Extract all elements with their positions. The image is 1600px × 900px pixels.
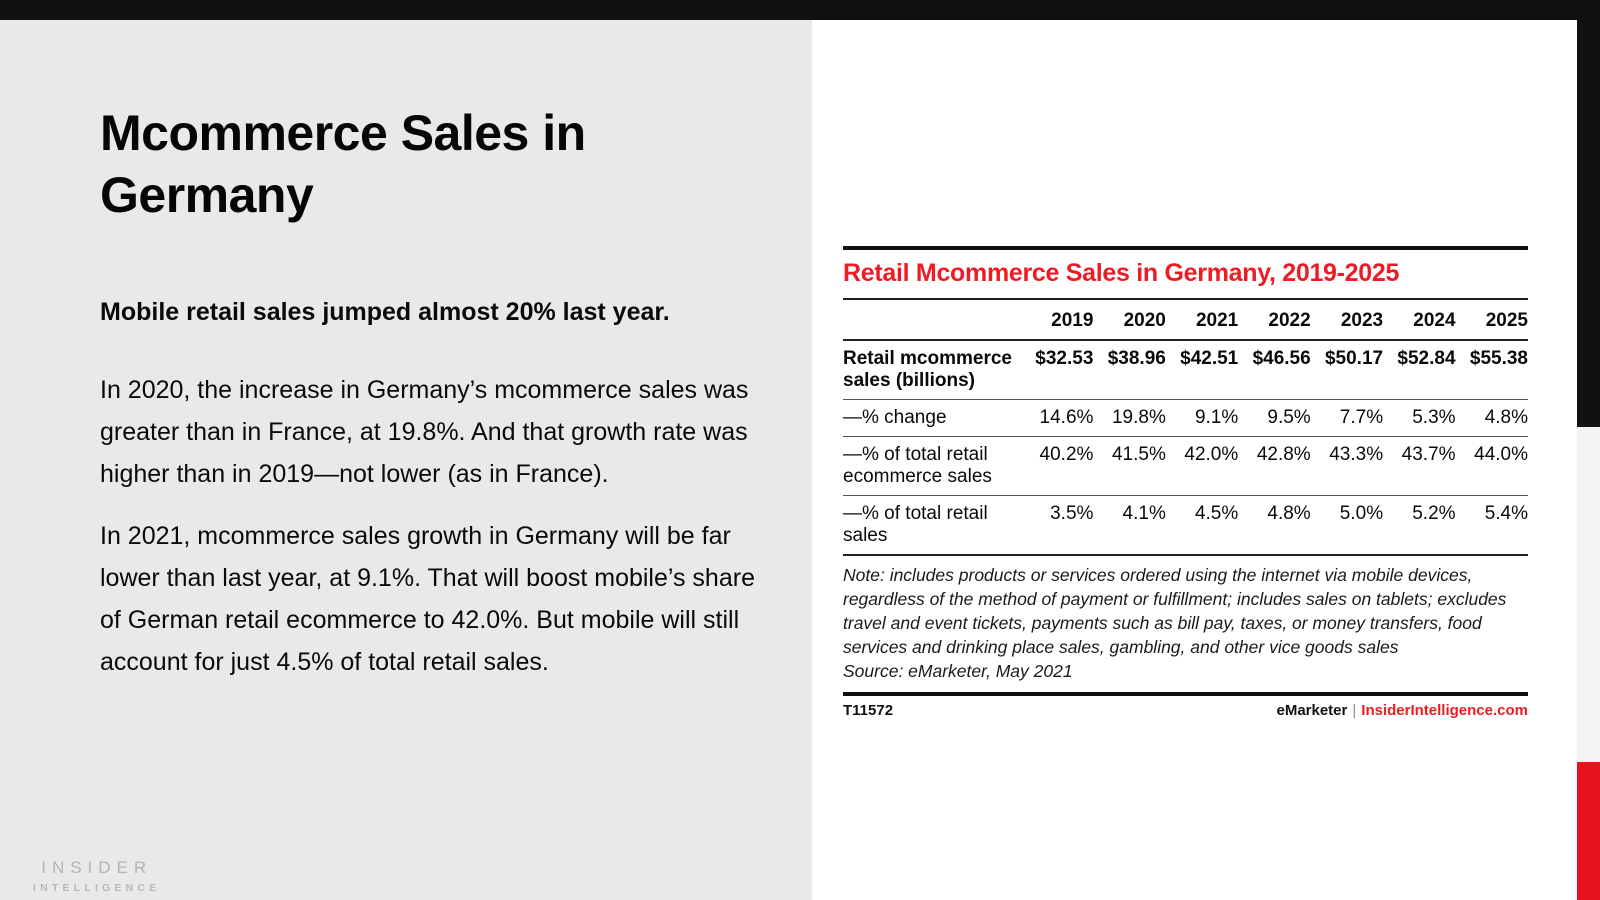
cell-value: 7.7% <box>1339 407 1384 428</box>
cell-value: $52.84 <box>1397 348 1456 369</box>
year-header-row: 2019 2020 2021 2022 2023 2024 2025 <box>843 300 1528 340</box>
slide-paragraph-1: In 2020, the increase in Germany’s mcomm… <box>100 376 749 488</box>
footer-brandline: eMarketer | InsiderIntelligence.com <box>1276 702 1528 720</box>
insider-intelligence-logo: INSIDER INTELLIGENCE <box>33 858 160 894</box>
footer-divider: | <box>1352 702 1357 719</box>
cell-value: 5.4% <box>1484 503 1528 524</box>
footer-site: InsiderIntelligence.com <box>1361 702 1528 719</box>
year-header: 2025 <box>1485 310 1528 331</box>
cell-value: 3.5% <box>1050 503 1094 524</box>
cell-value: 44.0% <box>1474 444 1528 465</box>
cell-value: 5.3% <box>1412 407 1456 428</box>
table-row: Retail mcommerce sales (billions) $32.53 $… <box>843 340 1528 400</box>
cell-value: $55.38 <box>1469 348 1528 369</box>
edge-segment-gray <box>1577 427 1600 762</box>
cell-value: $46.56 <box>1252 348 1311 369</box>
stats-table: 2019 2020 2021 2022 2023 2024 2025 Retail mcom… <box>843 300 1528 556</box>
cell-value: 4.1% <box>1122 503 1166 524</box>
logo-line-intelligence: INTELLIGENCE <box>33 882 161 894</box>
year-header: 2020 <box>1123 310 1166 331</box>
cell-value: 19.8% <box>1111 407 1166 428</box>
cell-value: 43.7% <box>1401 444 1456 465</box>
cell-value: 9.1% <box>1194 407 1239 428</box>
table-row: —% of total retail ecommerce sales 40.2% 4… <box>843 437 1528 496</box>
chart-id: T11572 <box>843 702 894 719</box>
logo-line-insider: INSIDER <box>41 858 153 877</box>
cell-value: 43.3% <box>1329 444 1384 465</box>
chart-source: Source: eMarketer, May 2021 <box>843 661 1073 681</box>
chart-note-block: Note: includes products or services orde… <box>843 556 1528 692</box>
cell-value: $50.17 <box>1324 348 1384 369</box>
cell-value: $32.53 <box>1035 348 1094 369</box>
year-header: 2022 <box>1268 310 1311 331</box>
cell-value: 41.5% <box>1111 444 1166 465</box>
page-title: Mcommerce Sales in Germany <box>100 105 586 223</box>
table-row: —% change 14.6% 19.8% 9.1% 9.5% 7.7% 5.3% 4.8% <box>843 400 1528 437</box>
chart-card: Retail Mcommerce Sales in Germany, 2019-… <box>843 246 1528 720</box>
row-label: Retail mcommerce sales (billions) <box>843 348 1012 391</box>
year-header: 2024 <box>1413 310 1456 331</box>
edge-segment-black <box>1577 0 1600 427</box>
table-row: —% of total retail sales 3.5% 4.1% 4.5% 4.8%… <box>843 496 1528 555</box>
slide-lede: Mobile retail sales jumped almost 20% la… <box>100 298 670 326</box>
cell-value: 42.0% <box>1184 444 1239 465</box>
chart-footer: T11572 eMarketer | InsiderIntelligence.com <box>843 696 1528 720</box>
corner-cell <box>843 300 1021 340</box>
cell-value: 5.2% <box>1412 503 1456 524</box>
cell-value: 9.5% <box>1267 407 1311 428</box>
cell-value: 14.6% <box>1039 407 1094 428</box>
cell-value: 5.0% <box>1339 503 1384 524</box>
cell-value: $42.51 <box>1180 348 1239 369</box>
top-bar <box>0 0 1600 20</box>
cell-value: 42.8% <box>1256 444 1311 465</box>
chart-bottom-rule <box>843 692 1528 696</box>
slide-copy: Mobile retail sales jumped almost 20% la… <box>100 290 768 703</box>
slide-paragraph-2: In 2021, mcommerce sales growth in Germa… <box>100 522 755 676</box>
year-header: 2021 <box>1195 310 1239 331</box>
chart-panel: Retail Mcommerce Sales in Germany, 2019-… <box>812 20 1577 900</box>
year-header: 2023 <box>1340 310 1384 331</box>
chart-top-rule <box>843 246 1528 250</box>
edge-segment-red <box>1577 762 1600 900</box>
cell-value: 40.2% <box>1039 444 1094 465</box>
row-label: —% of total retail sales <box>843 503 988 546</box>
right-edge-strip <box>1577 0 1600 900</box>
text-panel: Mcommerce Sales in Germany Mobile retail… <box>0 20 812 900</box>
year-header: 2019 <box>1051 310 1094 331</box>
row-label: —% of total retail ecommerce sales <box>843 444 992 487</box>
chart-note: Note: includes products or services orde… <box>843 565 1507 657</box>
cell-value: $38.96 <box>1107 348 1166 369</box>
cell-value: 4.8% <box>1267 503 1311 524</box>
chart-title-rule <box>843 298 1528 300</box>
cell-value: 4.5% <box>1194 503 1239 524</box>
footer-brand-emarketer: eMarketer <box>1276 702 1348 719</box>
row-label: —% change <box>843 407 947 428</box>
cell-value: 4.8% <box>1484 407 1528 428</box>
chart-title: Retail Mcommerce Sales in Germany, 2019-… <box>843 259 1400 287</box>
